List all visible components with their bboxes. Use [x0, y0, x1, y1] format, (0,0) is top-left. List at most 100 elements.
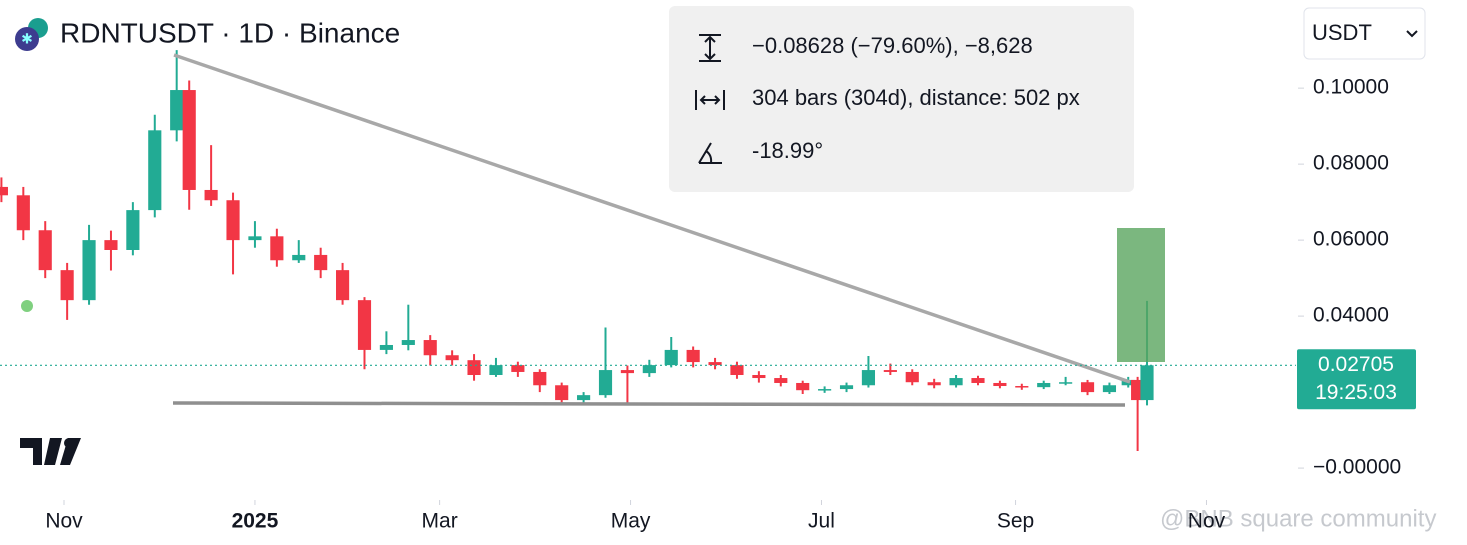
candle-body — [598, 370, 613, 396]
candle-body — [752, 375, 766, 379]
candle-body — [927, 382, 941, 386]
dropdown-arrow[interactable] — [1406, 30, 1418, 38]
candle — [620, 365, 634, 406]
candle-body — [796, 382, 810, 391]
symbol-icon — [15, 27, 39, 51]
x-tick-label: Sep — [997, 510, 1034, 533]
candle — [1102, 382, 1117, 394]
x-tick-label: Mar — [422, 510, 458, 533]
candle — [1059, 376, 1073, 386]
candle — [16, 186, 30, 241]
candle-body — [104, 240, 118, 250]
last-price-box — [1297, 349, 1416, 410]
candle-body — [270, 236, 284, 261]
marker-dot — [21, 300, 33, 312]
candle — [598, 327, 613, 398]
trend-line — [173, 53, 1131, 384]
candle-body — [1015, 386, 1029, 388]
candle — [38, 221, 52, 279]
last-price-label: 0.02705 — [1318, 353, 1394, 376]
candle-body — [489, 365, 503, 375]
candle-body — [620, 370, 634, 374]
candle-body — [357, 300, 372, 350]
measure-price-change: −0.08628 (−79.60%), −8,628 — [752, 33, 1033, 58]
currency-label[interactable]: USDT — [1312, 20, 1372, 45]
candle-body — [248, 236, 262, 241]
candle — [104, 230, 118, 271]
candle-body — [38, 230, 52, 271]
candle-body — [1037, 382, 1051, 388]
candle-body — [839, 385, 854, 390]
candle — [730, 361, 744, 379]
candle-body — [511, 365, 525, 372]
chart-title: RDNTUSDT · 1D · Binance — [60, 17, 400, 48]
candle-body — [379, 344, 393, 350]
candle-body — [883, 370, 897, 372]
candle — [686, 346, 700, 368]
symbol-icon-glyph: ✱ — [21, 31, 33, 47]
countdown-label: 19:25:03 — [1315, 381, 1397, 404]
candle-body — [577, 395, 591, 401]
candle — [379, 331, 393, 355]
icon-angle — [698, 142, 722, 164]
support-line — [172, 401, 1126, 407]
y-tick-label: 0.08000 — [1313, 152, 1389, 175]
tv-logo-shape — [60, 438, 81, 465]
measure-icons — [695, 34, 725, 164]
candles — [0, 50, 1154, 451]
y-tick-label: 0.10000 — [1313, 76, 1389, 99]
candle — [664, 337, 678, 368]
candle-body — [126, 210, 140, 250]
candle — [577, 392, 591, 404]
candle — [511, 361, 525, 377]
candle — [182, 80, 196, 210]
candle — [226, 192, 240, 275]
x-tick-label: May — [611, 510, 651, 533]
candle — [642, 359, 656, 377]
candle-body — [555, 385, 569, 401]
candle-body — [0, 186, 8, 196]
candle — [357, 297, 372, 370]
candle — [533, 369, 547, 393]
candle-body — [533, 371, 547, 386]
candle-body — [1059, 382, 1073, 384]
candle — [1015, 383, 1029, 390]
candle-body — [423, 340, 437, 356]
watermark: @BNB square community — [1160, 505, 1436, 532]
candle-body — [708, 362, 722, 366]
candle-body — [182, 90, 196, 190]
candle-body — [730, 365, 744, 375]
candle-body — [204, 189, 218, 201]
candle-body — [60, 270, 74, 301]
candle-body — [774, 378, 788, 383]
candle-body — [642, 365, 656, 374]
candle — [489, 357, 503, 377]
candle — [1080, 379, 1095, 396]
candle-body — [292, 254, 306, 261]
currency-select[interactable] — [1303, 7, 1426, 60]
candle-body — [905, 371, 919, 383]
candle-body — [993, 382, 1007, 387]
icon-bars — [695, 90, 725, 110]
candle — [314, 247, 328, 279]
candle-body — [686, 349, 700, 363]
candle — [0, 177, 8, 203]
candle-body — [148, 130, 162, 211]
candle — [204, 145, 218, 206]
candle — [423, 335, 437, 366]
y-tick-label: 0.06000 — [1313, 228, 1389, 251]
candle-body — [445, 355, 459, 361]
candle — [971, 375, 985, 386]
candle — [993, 380, 1007, 389]
x-tick-label: Nov — [45, 510, 83, 533]
candle-body — [336, 270, 350, 301]
candle-body — [226, 200, 240, 241]
candle — [292, 240, 306, 263]
candle — [336, 262, 350, 305]
target-box — [1117, 228, 1165, 362]
candle-body — [1080, 382, 1095, 393]
y-tick-label: −0.00000 — [1313, 456, 1401, 479]
candle — [949, 375, 963, 388]
x-tick-label: Jul — [808, 510, 835, 533]
